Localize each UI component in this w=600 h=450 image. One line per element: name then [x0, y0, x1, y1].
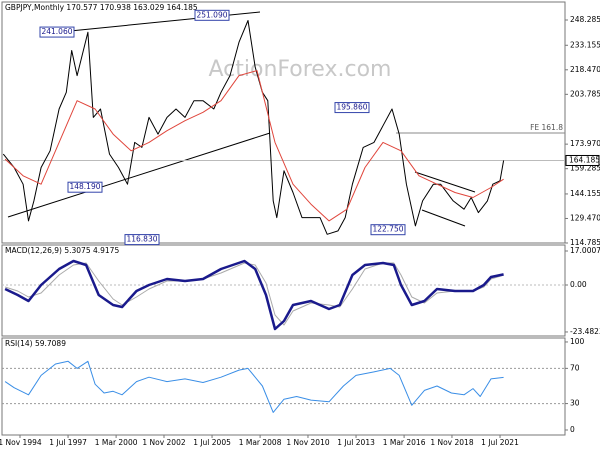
x-tick-label: 1 Mar 2016 [383, 438, 426, 447]
annotation-label: 251.090 [196, 10, 227, 19]
y-tick-label: 159.285 [570, 164, 600, 173]
y-tick-label: 173.970 [570, 139, 600, 148]
x-tick-label: 1 Jul 2013 [337, 438, 375, 447]
x-tick-label: 1 Mar 2000 [95, 438, 138, 447]
y-tick-label: 144.155 [570, 189, 600, 198]
series-line [4, 360, 504, 413]
rsi-panel [1, 337, 566, 436]
price-panel [1, 1, 566, 244]
y-tick-label: 70 [570, 363, 580, 372]
price-title: GBPJPY,Monthly 170.577 170.938 163.029 1… [5, 3, 198, 12]
fe-label: FE 161.8 [530, 123, 563, 132]
y-tick-label: 218.470 [570, 65, 600, 74]
x-tick-label: 1 Jul 2005 [193, 438, 231, 447]
series-line [4, 259, 504, 331]
y-tick-label: 248.285 [570, 15, 600, 24]
x-tick-label: 1 Nov 2018 [430, 438, 473, 447]
annotation-label: 241.060 [41, 27, 72, 36]
annotation-label: 122.750 [372, 225, 403, 234]
annotation-box [39, 26, 75, 38]
channel-line [414, 171, 476, 193]
y-tick-label: 203.785 [570, 89, 600, 98]
x-tick-label: 1 Nov 1994 [0, 438, 42, 447]
x-tick-label: 1 Nov 2010 [286, 438, 329, 447]
annotation-box [194, 9, 230, 21]
channel-line [421, 209, 466, 227]
y-tick-label: 0.00 [570, 280, 587, 289]
series-line [4, 70, 504, 222]
x-tick-label: 1 Jul 2021 [481, 438, 519, 447]
watermark: ActionForex.com [209, 57, 392, 82]
y-tick-label: 114.785 [570, 238, 600, 247]
series-line [2, 20, 505, 235]
y-tick-label: 129.470 [570, 213, 600, 222]
y-tick-label: 233.155 [570, 40, 600, 49]
rsi-title: RSI(14) 59.7089 [5, 339, 66, 348]
y-tick-label: 17.0007 [570, 246, 600, 255]
macd-title: MACD(12,26,9) 5.3075 4.9175 [5, 246, 119, 255]
annotation-label: 116.830 [126, 235, 157, 244]
y-tick-label: 30 [570, 399, 580, 408]
trendline [7, 132, 271, 218]
x-tick-label: 1 Mar 2008 [239, 438, 282, 447]
annotation-box [124, 234, 160, 246]
y-tick-label: -23.4823 [570, 327, 600, 336]
annotation-label: 148.190 [69, 182, 100, 191]
annotation-box [334, 102, 370, 114]
x-tick-label: 1 Jul 1997 [49, 438, 87, 447]
current-price-label: 164.185 [569, 155, 600, 164]
annotation-box [370, 224, 406, 236]
annotation-box [67, 181, 103, 193]
x-tick-label: 1 Nov 2002 [142, 438, 185, 447]
current-price-box [565, 154, 600, 166]
y-tick-label: 100 [570, 337, 585, 346]
annotation-label: 195.860 [336, 103, 367, 112]
y-tick-label: 0 [570, 425, 575, 434]
